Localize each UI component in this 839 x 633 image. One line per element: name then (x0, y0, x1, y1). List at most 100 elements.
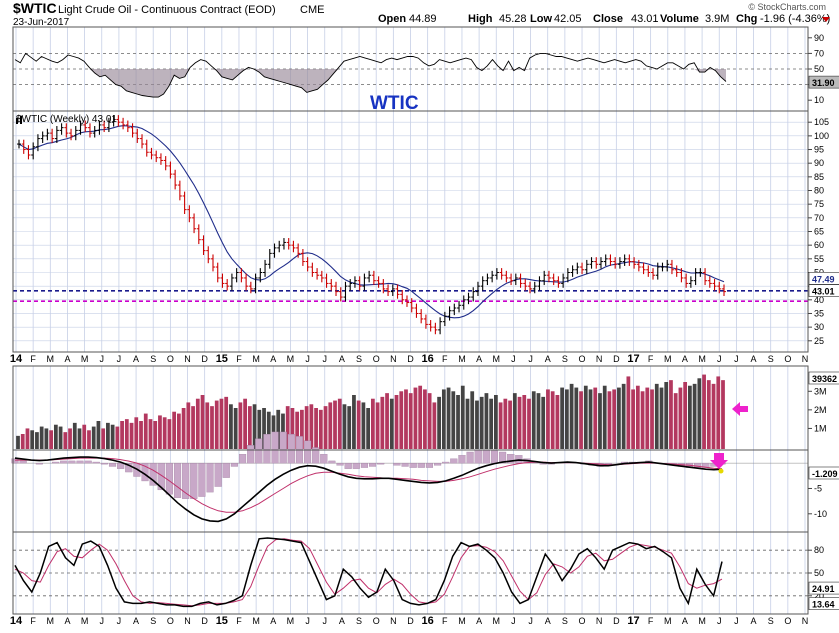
x-axis-top-tick-label: S (356, 354, 362, 364)
volume-bar (404, 389, 408, 449)
volume-bar (30, 430, 35, 449)
price-last-value: 43.01 (812, 287, 835, 297)
x-axis-top-tick-label: M (664, 354, 672, 364)
volume-bar (697, 378, 702, 449)
volume-bar (617, 387, 621, 449)
x-axis-bottom-tick-label: 16 (422, 615, 434, 627)
stochastic-d-value-box (808, 597, 839, 610)
volume-bar (281, 413, 285, 449)
x-axis-bottom-tick-label: S (150, 616, 156, 626)
volume-bar (546, 389, 550, 449)
macd-histogram-bar (352, 462, 360, 469)
macd-histogram-bar (19, 460, 27, 464)
volume-bar (262, 408, 266, 449)
x-axis-bottom-tick-label: J (305, 616, 310, 626)
x-axis-top-tick-label: N (184, 354, 191, 364)
stochastic-tick-label: 20 (814, 591, 824, 601)
volume-tick-label: 3M (814, 386, 827, 396)
macd-histogram-bar (100, 462, 108, 465)
volume-bar (574, 387, 579, 449)
x-axis-bottom-tick-label: A (476, 616, 482, 626)
volume-bar (678, 387, 683, 449)
volume-bar (243, 398, 247, 449)
price-tick-label: 100 (814, 131, 829, 141)
volume-bar (385, 393, 389, 449)
x-axis-top-tick-label: J (100, 354, 105, 364)
volume-bar (44, 428, 49, 449)
volume-bar (541, 396, 546, 449)
volume-bar (650, 389, 654, 449)
price-tick-label: 70 (814, 213, 824, 223)
volume-bar (304, 406, 309, 449)
macd-histogram-bar (149, 462, 157, 486)
macd-arrow-icon (710, 453, 728, 469)
macd-histogram-bar (222, 462, 230, 478)
x-axis-bottom-tick-label: J (511, 616, 516, 626)
macd-histogram-bar (490, 450, 499, 464)
volume-bar (460, 385, 465, 449)
volume-bar (560, 387, 565, 449)
x-axis-top-tick-label: M (493, 354, 501, 364)
volume-bar (295, 411, 300, 449)
stochastic-k-value: 24.91 (812, 584, 835, 594)
volume-bar (87, 430, 91, 449)
volume-bar (427, 393, 432, 449)
macd-histogram-bar (507, 454, 515, 464)
macd-histogram-bar (434, 462, 442, 466)
volume-bar (673, 393, 678, 449)
volume-bar (659, 387, 664, 449)
x-axis-top-tick-label: M (252, 354, 260, 364)
x-axis-bottom-tick-label: N (596, 616, 603, 626)
volume-bar (219, 398, 224, 449)
ohlc-summary: Open 44.89 High 45.28 Low 42.05 Close 43.01 Volu… (378, 13, 830, 25)
volume-bar (470, 391, 475, 449)
macd-histogram-bar (336, 462, 344, 466)
ohlc-label-chg: Chg (736, 13, 757, 25)
volume-bar (479, 396, 484, 449)
x-axis-bottom-tick-label: J (717, 616, 722, 626)
x-axis-bottom-tick-label: F (648, 616, 654, 626)
x-axis-top-tick-label: O (373, 354, 380, 364)
price-ma-value: 47.49 (812, 274, 835, 284)
volume-bar (252, 404, 257, 449)
volume-bar (176, 413, 181, 449)
ohlc-value-volume: 3.9M (705, 13, 729, 25)
volume-bar (49, 430, 54, 449)
volume-bar (706, 380, 711, 449)
volume-bar (721, 380, 725, 449)
volume-bar (186, 402, 191, 449)
x-axis-bottom-tick-label: M (458, 616, 466, 626)
price-tick-label: 90 (814, 158, 824, 168)
ohlc-label-low: Low (530, 13, 552, 25)
rsi-tick-label: 90 (814, 33, 824, 43)
price-tick-label: 25 (814, 336, 824, 346)
volume-bar (162, 417, 167, 449)
macd-line (14, 456, 723, 523)
volume-bar (418, 385, 423, 449)
macd-histogram-bar (474, 449, 482, 464)
volume-bar (356, 400, 361, 449)
volume-bar (257, 409, 262, 449)
volume-bar (20, 434, 25, 449)
macd-histogram-bar (515, 455, 523, 464)
volume-bar (347, 406, 352, 449)
price-tick-label: 80 (814, 186, 824, 196)
macd-histogram-bar (206, 462, 214, 493)
volume-bar (290, 408, 295, 449)
volume-bar (517, 396, 522, 449)
macd-signal-line (15, 457, 723, 513)
rsi-tick-label: 50 (814, 64, 824, 74)
rsi-tick-label: 70 (814, 48, 824, 58)
x-axis-top-tick-label: N (802, 354, 809, 364)
x-axis-bottom-tick-label: O (373, 616, 380, 626)
x-axis-bottom-tick-label: 14 (10, 615, 23, 627)
volume-bar (195, 398, 200, 449)
macd-histogram-bar (409, 462, 417, 468)
volume-bar (408, 393, 413, 449)
volume-bar (456, 395, 460, 449)
volume-bar (564, 389, 569, 449)
macd-histogram-bar (247, 445, 255, 464)
macd-histogram-bar (482, 449, 490, 464)
macd-tick-label: -5 (814, 483, 822, 493)
volume-bar (413, 387, 418, 449)
